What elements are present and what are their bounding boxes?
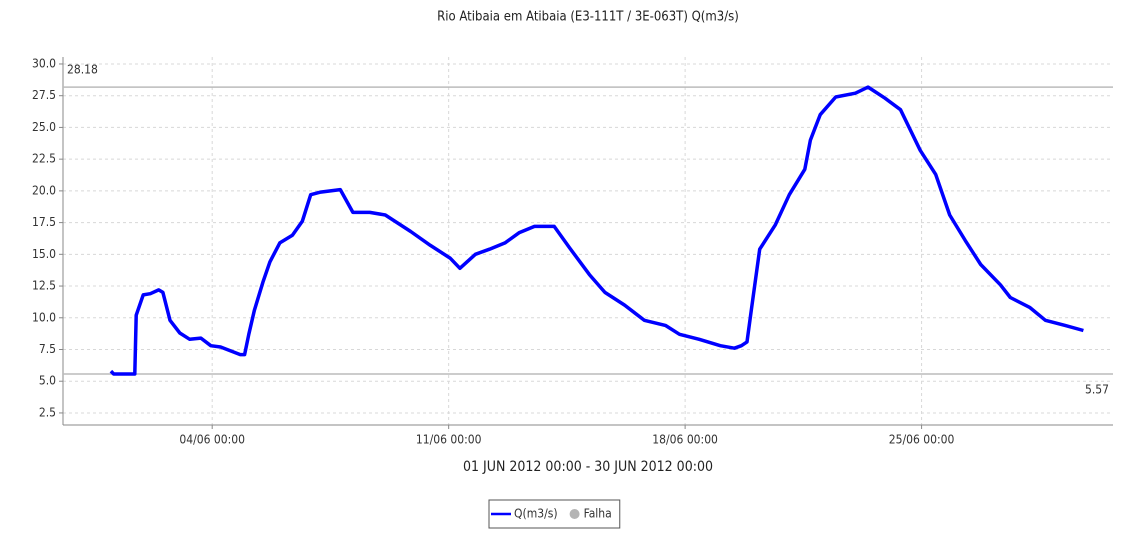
- chart-title: Rio Atibaia em Atibaia (E3-111T / 3E-063…: [437, 10, 739, 25]
- reference-label: 28.18: [67, 63, 98, 77]
- legend: Q(m3/s) Falha: [488, 499, 621, 529]
- plot-background: [63, 57, 1113, 425]
- y-tick-label: 22.5: [32, 152, 56, 166]
- legend-dot: [569, 509, 580, 519]
- y-tick-label: 17.5: [32, 215, 56, 229]
- x-axis-label: 01 JUN 2012 00:00 - 30 JUN 2012 00:00: [463, 459, 713, 475]
- legend-label: Q(m3/s): [514, 507, 558, 521]
- x-tick-label: 25/06 00:00: [889, 433, 955, 447]
- y-tick-label: 25.0: [32, 120, 56, 134]
- y-tick-label: 10.0: [32, 310, 56, 324]
- reference-label: 5.57: [1085, 382, 1109, 396]
- y-tick-label: 5.0: [39, 374, 56, 388]
- y-tick-label: 2.5: [39, 405, 56, 419]
- y-tick-label: 7.5: [39, 342, 56, 356]
- x-tick-label: 18/06 00:00: [652, 433, 718, 447]
- y-tick-label: 27.5: [32, 88, 56, 102]
- legend-label: Falha: [584, 507, 612, 521]
- y-tick-label: 12.5: [32, 279, 56, 293]
- y-tick-label: 30.0: [32, 56, 56, 70]
- x-tick-label: 04/06 00:00: [179, 433, 245, 447]
- data-line: [109, 85, 1084, 376]
- y-tick-label: 15.0: [32, 247, 56, 261]
- x-tick-label: 11/06 00:00: [416, 433, 482, 447]
- y-tick-label: 20.0: [32, 183, 56, 197]
